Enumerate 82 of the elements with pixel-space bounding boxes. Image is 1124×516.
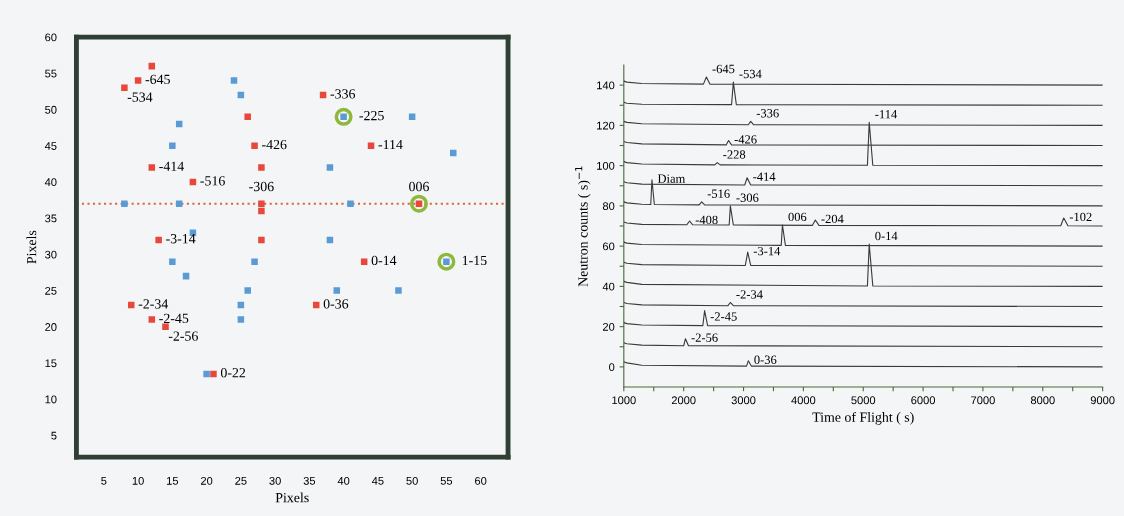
annotation: -114 — [875, 110, 898, 119]
x-tick-label: 5 — [101, 477, 107, 485]
annotation: -306 — [249, 181, 274, 192]
annotation: 0-36 — [754, 355, 777, 364]
x-tick-label: 1000 — [612, 396, 636, 405]
annotation: -204 — [821, 214, 844, 224]
annotation: -516 — [707, 189, 730, 198]
x-tick-label: 35 — [303, 476, 316, 485]
x-tick-label: 3000 — [731, 396, 756, 405]
annotation: -2-45 — [159, 313, 189, 324]
annotation: -2-34 — [138, 299, 169, 309]
y-tick-label: 50 — [45, 105, 57, 114]
y-tick-label: 40 — [602, 282, 615, 291]
annotation: -114 — [378, 139, 403, 150]
annotation: -102 — [1069, 212, 1092, 222]
annotation: -3-14 — [166, 234, 196, 244]
x-tick-label: 30 — [269, 476, 281, 485]
y-tick-label: 40 — [44, 178, 57, 187]
x-tick-label: 15 — [167, 477, 179, 485]
y-tick-label: 20 — [45, 323, 57, 331]
annotation: -414 — [159, 161, 184, 171]
annotation: -426 — [262, 139, 287, 150]
annotation: 0-22 — [220, 368, 246, 378]
annotation: -228 — [723, 150, 746, 159]
annotation: 0-36 — [323, 299, 349, 309]
annotation: -3-14 — [753, 246, 781, 256]
annotation: 1-15 — [462, 255, 487, 266]
y-tick-label: 5 — [51, 431, 57, 440]
y-tick-label: 20 — [602, 322, 615, 331]
y-tick-label: 15 — [45, 359, 57, 368]
x-tick-label: 7000 — [971, 396, 995, 405]
annotation: -645 — [712, 64, 735, 74]
y-tick-label: 100 — [597, 161, 615, 170]
x-tick-label: 2000 — [671, 396, 696, 405]
annotation: -516 — [200, 176, 225, 186]
annotation: Diam — [657, 174, 686, 183]
y-axis-title: Pixels — [26, 230, 37, 264]
x-tick-label: 55 — [440, 477, 453, 485]
y-tick-label: 140 — [597, 81, 615, 90]
y-tick-label: 35 — [45, 214, 57, 223]
annotation: -306 — [736, 193, 759, 202]
x-tick-label: 45 — [371, 477, 384, 485]
annotation: -225 — [359, 110, 384, 121]
annotation: -414 — [753, 172, 776, 181]
x-tick-label: 40 — [337, 476, 350, 485]
annotation: 0-14 — [371, 255, 397, 266]
x-tick-label: 10 — [132, 476, 144, 485]
annotation: -336 — [330, 89, 356, 99]
annotation: -336 — [756, 109, 779, 118]
annotation: -534 — [739, 69, 762, 79]
y-tick-label: 80 — [602, 202, 615, 211]
x-axis-title: Pixels — [275, 492, 309, 503]
y-tick-label: 0 — [609, 363, 615, 372]
annotation: -534 — [127, 92, 153, 102]
y-tick-label: 25 — [45, 286, 57, 295]
x-tick-label: 6000 — [911, 396, 936, 405]
y-tick-label: 45 — [44, 142, 57, 150]
annotation: -426 — [734, 135, 757, 144]
x-tick-label: 25 — [235, 476, 247, 485]
y-tick-label: 55 — [45, 69, 57, 78]
x-tick-label: 8000 — [1030, 396, 1055, 405]
annotation: 0-14 — [875, 231, 898, 241]
x-tick-label: 4000 — [791, 396, 816, 405]
annotation: -2-56 — [691, 333, 718, 342]
x-tick-label: 5000 — [851, 396, 876, 405]
annotation: -408 — [695, 215, 718, 225]
x-axis-title: Time of Flight ( s) — [812, 411, 914, 425]
x-tick-label: 50 — [406, 476, 418, 485]
annotation: -2-56 — [168, 331, 198, 341]
x-tick-label: 9000 — [1090, 396, 1115, 405]
x-tick-label: 60 — [475, 476, 487, 485]
annotation: 006 — [788, 212, 807, 222]
annotation: -2-45 — [710, 312, 737, 321]
x-tick-label: 20 — [200, 476, 213, 485]
annotation: -2-34 — [736, 290, 763, 299]
y-tick-label: 60 — [603, 242, 615, 251]
y-tick-label: 120 — [597, 121, 615, 130]
annotation: -645 — [145, 74, 170, 85]
annotation: 006 — [409, 181, 429, 192]
y-tick-label: 30 — [45, 250, 57, 259]
y-tick-label: 60 — [45, 33, 57, 42]
y-axis-title: Neutron counts ( s)$^{−1}$ — [575, 166, 591, 287]
